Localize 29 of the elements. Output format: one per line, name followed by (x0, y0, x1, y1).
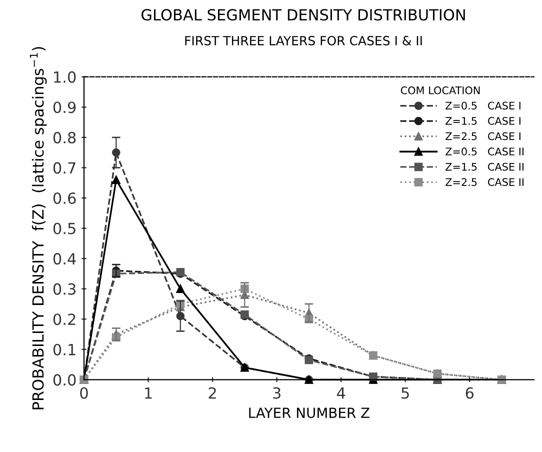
x-tick-label: 0 (80, 387, 88, 399)
x-tick-label: 4 (336, 387, 346, 399)
x-tick-label: 6 (466, 387, 474, 399)
x-tick-label: 3 (273, 387, 280, 399)
y-tick-label: 0.1 (53, 344, 76, 356)
legend-label: Z=2.5 CASE II (446, 178, 524, 186)
chart-title: GLOBAL SEGMENT DENSITY DISTRIBUTION (142, 9, 465, 21)
y-tick-label: 0.3 (53, 283, 76, 295)
y-axis-title: PROBABILITY DENSITY f(Z) (lattice spacings$^{−1}$) (30, 47, 47, 410)
y-tick-label: 0.6 (53, 192, 76, 204)
legend-label: Z=1.5 CASE I (446, 116, 520, 125)
legend-label: Z=0.5 CASE I (446, 102, 520, 110)
x-tick-label: 5 (402, 387, 409, 399)
x-tick-label: 1 (145, 387, 152, 399)
legend-title: COM LOCATION (400, 86, 480, 94)
x-axis-title: LAYER NUMBER Z (249, 408, 370, 418)
chart-subtitle: FIRST THREE LAYERS FOR CASES I & II (185, 36, 422, 46)
legend-label: Z=2.5 CASE I (446, 132, 520, 140)
y-tick-label: 0.4 (53, 253, 76, 265)
x-tick-label: 2 (208, 387, 216, 399)
y-tick-label: 0.8 (53, 132, 76, 144)
y-tick-label: 0.0 (53, 374, 76, 386)
y-tick-label: 0.7 (53, 162, 76, 174)
y-tick-label: 0.5 (53, 222, 76, 234)
legend-label: Z=0.5 CASE II (446, 148, 524, 156)
y-tick-label: 1.0 (54, 71, 76, 83)
legend-label: Z=1.5 CASE II (446, 162, 524, 171)
y-tick-label: 0.9 (53, 102, 76, 114)
y-tick-label: 0.2 (53, 314, 76, 326)
